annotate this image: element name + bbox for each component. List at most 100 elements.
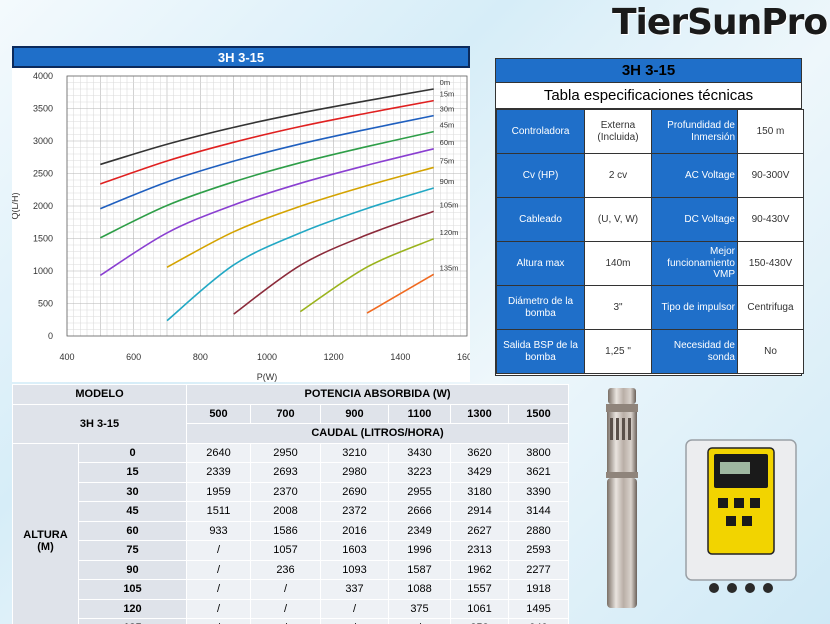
series-line-15m [100,99,434,185]
flow-value: / [186,559,251,580]
y-axis-label: Q(L/H) [12,192,20,219]
series-line-135m [366,273,435,314]
series-line-120m [299,238,434,313]
spec-label: AC Voltage [651,153,738,198]
flow-value: 2640 [186,442,251,463]
spec-value: No [737,329,804,374]
y-tick-label: 2000 [33,201,53,211]
flow-value: / [388,618,451,624]
series-label: 135m [440,263,459,272]
flow-value: 2950 [250,442,321,463]
flow-value: 3429 [450,462,509,483]
x-tick-label: 800 [193,352,208,362]
pump-image [606,388,638,608]
flow-value: 337 [320,579,389,600]
flow-value: 1962 [450,559,509,580]
series-line-90m [166,187,434,322]
y-tick-label: 0 [48,331,53,341]
x-tick-label: 400 [59,352,74,362]
flow-value: / [186,579,251,600]
flow-value: 375 [388,598,451,619]
height-value: 120 [78,598,187,619]
spec-row: Cableado (U, V, W) DC Voltage 90-430V [496,197,804,242]
x-tick-label: 1400 [390,352,410,362]
spec-title: 3H 3-15 [496,59,801,83]
potencia-header: POTENCIA ABSORBIDA (W) [185,384,570,405]
spec-value: 140m [584,241,652,286]
flow-value: 1093 [320,559,389,580]
spec-row: Diámetro de la bomba 3" Tipo de impulsor Ce… [496,285,804,330]
flow-value: 2339 [186,462,251,483]
series-label: 45m [440,121,455,130]
spec-label: Altura max [496,241,585,286]
flow-value: 2666 [388,501,451,522]
series-label: 15m [440,90,455,99]
flow-value: 3390 [507,481,570,502]
flow-value: 3210 [320,442,389,463]
y-tick-label: 1500 [33,234,53,244]
table-row: 45 1511 2008 2372 2666 2914 3144 [13,501,570,522]
flow-value: 2593 [507,540,570,561]
spec-value: 90-430V [737,197,804,242]
spec-value: 2 cv [584,153,652,198]
spec-label: Necesidad de sonda [651,329,738,374]
table-row: 135////352949 [13,618,570,624]
flow-value: 949 [507,618,570,624]
spec-label: Controladora [496,109,585,154]
height-value: 135 [78,618,187,624]
flow-value: 2372 [320,501,389,522]
flow-value: 2008 [250,501,321,522]
spec-value: 90-300V [737,153,804,198]
spec-label: Diámetro de la bomba [496,285,585,330]
y-tick-label: 3000 [33,136,53,146]
y-tick-label: 3500 [33,104,53,114]
series-line-60m [99,148,434,277]
spec-value: 3" [584,285,652,330]
spec-table: Controladora Externa (Incluida) Profundida… [496,109,804,374]
flow-value: 3620 [450,442,509,463]
series-label: 75m [440,156,455,165]
flow-value: / [320,618,389,624]
flow-value: 3180 [450,481,509,502]
flow-value: 3800 [507,442,570,463]
y-tick-label: 2500 [33,169,53,179]
flow-value: / [320,598,389,619]
series-label: 30m [440,105,455,114]
spec-value: 150 m [737,109,804,154]
flow-value: 2627 [450,520,509,541]
flow-value: 1511 [186,501,251,522]
flow-value: 2370 [250,481,321,502]
flow-value: / [186,540,251,561]
flow-value: 1918 [507,579,570,600]
power-header: 1500 [507,403,570,424]
flow-value: 1088 [388,579,451,600]
power-header: 700 [250,403,321,424]
flow-value: 3621 [507,462,570,483]
spec-row: Controladora Externa (Incluida) Profundida… [496,109,804,154]
power-header: 1300 [450,403,509,424]
series-label: 105m [440,200,459,209]
performance-table: MODELO POTENCIA ABSORBIDA (W) 3H 3-15 50… [12,384,570,624]
series-label: 120m [440,228,459,237]
series-line-105m [233,210,434,315]
flow-value: 1586 [250,520,321,541]
flow-value: 2980 [320,462,389,483]
flow-value: 2955 [388,481,451,502]
table-row: 90/236 1093 1587 1962 2277 [13,559,570,580]
height-value: 45 [78,501,187,522]
flow-value: 2880 [507,520,570,541]
series-label: 60m [440,138,455,147]
flow-value: 352 [450,618,509,624]
height-value: 30 [78,481,187,502]
series-line-0m [100,88,434,166]
modelo-header: MODELO [12,384,187,405]
flow-value: 3144 [507,501,570,522]
table-row: 60 933 1586 2016 2349 2627 2880 [13,520,570,541]
series-line-45m [99,130,434,239]
power-header: 900 [320,403,389,424]
spec-row: Cv (HP) 2 cv AC Voltage 90-300V [496,153,804,198]
flow-value: 1495 [507,598,570,619]
flow-value: 2313 [450,540,509,561]
spec-label: DC Voltage [651,197,738,242]
